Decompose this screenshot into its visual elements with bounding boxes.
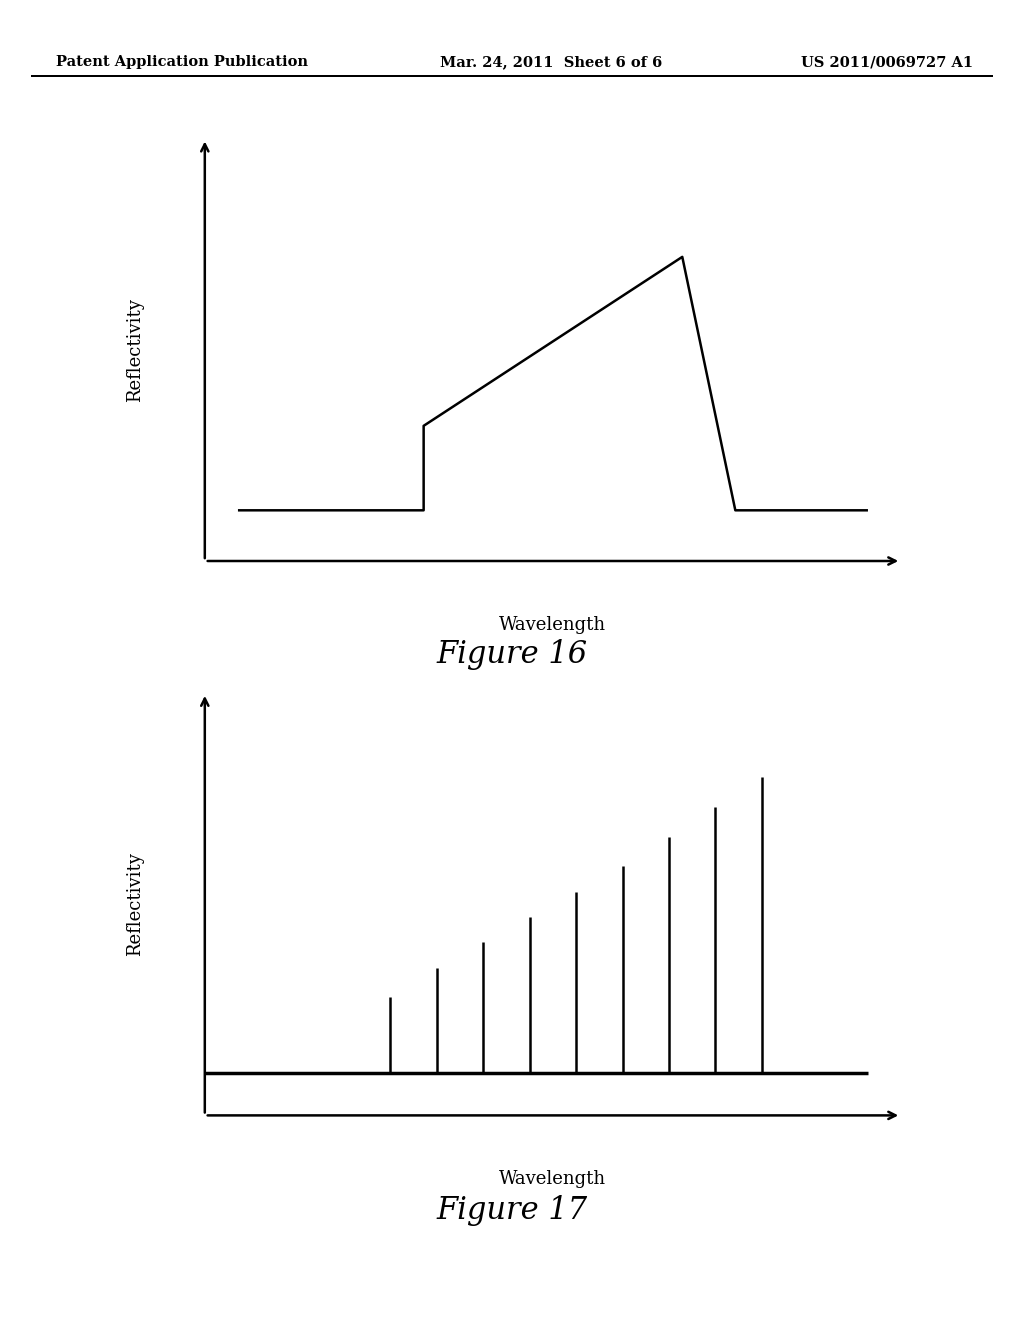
- Text: US 2011/0069727 A1: US 2011/0069727 A1: [801, 55, 973, 70]
- Text: Reflectivity: Reflectivity: [126, 298, 144, 401]
- Text: Figure 17: Figure 17: [436, 1195, 588, 1225]
- Text: Figure 16: Figure 16: [436, 639, 588, 669]
- Text: Reflectivity: Reflectivity: [126, 853, 144, 956]
- Text: Wavelength: Wavelength: [500, 616, 606, 634]
- Text: Patent Application Publication: Patent Application Publication: [56, 55, 308, 70]
- Text: Wavelength: Wavelength: [500, 1171, 606, 1188]
- Text: Mar. 24, 2011  Sheet 6 of 6: Mar. 24, 2011 Sheet 6 of 6: [440, 55, 663, 70]
